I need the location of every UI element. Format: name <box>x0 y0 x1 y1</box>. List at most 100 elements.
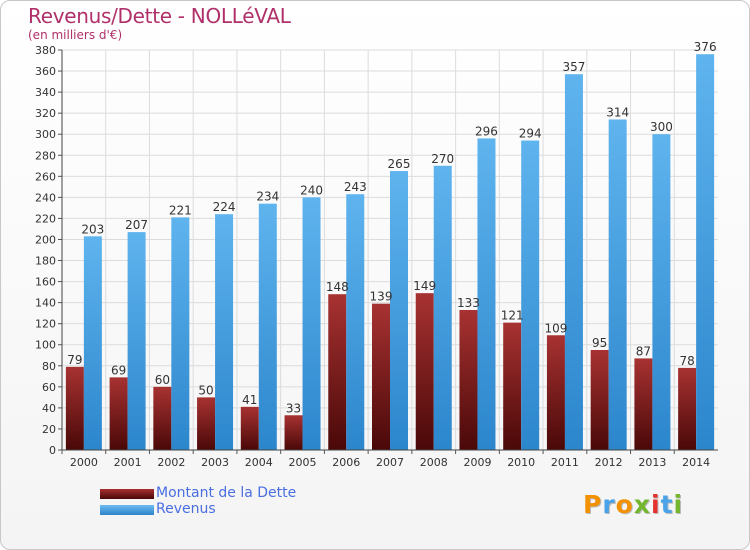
y-tick-label: 100 <box>35 339 56 352</box>
bar-revenue-2003 <box>215 214 234 450</box>
bar-revenue-2009 <box>477 138 496 450</box>
y-tick-label: 0 <box>49 444 56 457</box>
data-label-revenue: 224 <box>213 200 236 214</box>
x-tick-label: 2001 <box>114 456 142 469</box>
y-tick-label: 240 <box>35 191 56 204</box>
x-axis: 2000 2001 2002 2003 2004 2005 2006 2007 2008 2009… <box>61 449 718 469</box>
bar-debt-2001 <box>109 377 128 450</box>
bar-debt-2004 <box>240 406 259 450</box>
y-tick-label: 140 <box>35 297 56 310</box>
data-label-debt: 79 <box>67 353 82 367</box>
y-tick-label: 340 <box>35 86 56 99</box>
bar-debt-2007 <box>372 303 390 450</box>
logo-letter: i <box>673 490 684 519</box>
data-label-revenue: 243 <box>344 180 367 194</box>
logo-letter: i <box>651 490 661 519</box>
data-label-debt: 60 <box>155 373 170 387</box>
data-label-debt: 50 <box>198 383 213 397</box>
data-label-revenue: 294 <box>519 127 542 141</box>
bar-debt-2006 <box>328 294 347 450</box>
data-label-revenue: 265 <box>388 157 411 171</box>
x-tick-label: 2002 <box>157 456 185 469</box>
x-tick-label: 2009 <box>463 456 491 469</box>
y-tick-label: 380 <box>35 44 56 57</box>
x-tick-label: 2003 <box>201 456 229 469</box>
bar-series <box>65 54 715 451</box>
y-tick-label: 120 <box>35 318 56 331</box>
legend-label-revenue: Revenus <box>156 501 216 517</box>
bar-debt-2010 <box>503 322 522 450</box>
y-tick-label: 200 <box>35 233 56 246</box>
data-label-debt: 33 <box>286 401 301 415</box>
data-label-debt: 87 <box>636 344 651 358</box>
data-label-debt: 121 <box>501 309 524 323</box>
y-tick-label: 160 <box>35 276 56 289</box>
bar-debt-2011 <box>546 335 565 450</box>
bar-revenue-2011 <box>564 74 583 451</box>
y-tick-label: 180 <box>35 255 56 268</box>
data-label-debt: 133 <box>457 296 480 310</box>
x-tick-label: 2013 <box>638 456 666 469</box>
bar-debt-2008 <box>415 293 434 450</box>
data-label-revenue: 240 <box>300 183 323 197</box>
x-tick-label: 2014 <box>682 456 710 469</box>
bar-debt-2009 <box>459 310 478 450</box>
x-tick-label: 2005 <box>289 456 317 469</box>
bar-debt-2000 <box>65 366 84 450</box>
data-labels: 79 203 69 207 60 221 50 224 41 234 33 240 148 243 139 2… <box>67 40 716 415</box>
bar-revenue-2005 <box>302 197 321 450</box>
chart-title: Revenus/Dette - NOLLéVAL <box>28 4 291 28</box>
data-label-debt: 78 <box>679 354 694 368</box>
data-label-debt: 95 <box>592 336 607 350</box>
y-axis: 0 20 40 60 80 100 120 140 160 180 200 220 240 260 280 3… <box>35 44 63 457</box>
y-tick-label: 40 <box>42 402 56 415</box>
data-label-revenue: 357 <box>562 60 585 74</box>
y-tick-label: 220 <box>35 212 56 225</box>
bar-debt-2002 <box>153 386 172 450</box>
logo-letter: o <box>615 490 634 519</box>
bar-debt-2014 <box>678 367 697 450</box>
data-label-revenue: 270 <box>431 152 454 166</box>
y-tick-label: 260 <box>35 170 56 183</box>
logo-letter: x <box>633 490 651 519</box>
y-tick-label: 60 <box>42 381 56 394</box>
bar-debt-2003 <box>197 397 216 450</box>
x-tick-label: 2000 <box>70 456 98 469</box>
logo-letter: r <box>602 490 616 519</box>
y-tick-label: 360 <box>35 65 56 78</box>
bar-revenue-2002 <box>171 217 190 450</box>
bar-debt-2012 <box>590 350 609 450</box>
x-tick-label: 2012 <box>595 456 623 469</box>
y-tick-label: 320 <box>35 107 56 120</box>
bar-debt-2013 <box>634 358 653 450</box>
y-tick-label: 20 <box>42 423 56 436</box>
data-label-debt: 148 <box>326 280 349 294</box>
bar-revenue-2007 <box>390 171 408 451</box>
logo-letter: P <box>583 490 603 519</box>
bar-revenue-2013 <box>652 134 671 451</box>
data-label-revenue: 221 <box>169 203 192 217</box>
bar-revenue-2006 <box>346 194 365 450</box>
bar-revenue-2012 <box>608 119 627 450</box>
data-label-debt: 69 <box>111 363 126 377</box>
bar-revenue-2004 <box>258 203 277 450</box>
data-label-revenue: 376 <box>694 40 717 54</box>
y-tick-label: 80 <box>42 360 56 373</box>
data-label-debt: 139 <box>370 290 393 304</box>
data-label-debt: 149 <box>413 279 436 293</box>
bar-revenue-2001 <box>127 232 146 450</box>
data-label-revenue: 300 <box>650 120 673 134</box>
data-label-revenue: 314 <box>606 105 629 119</box>
data-label-revenue: 203 <box>81 222 104 236</box>
chart-subtitle: (en milliers d'€) <box>28 28 123 42</box>
data-label-debt: 41 <box>242 393 257 407</box>
y-tick-label: 300 <box>35 128 56 141</box>
legend-swatch-revenue <box>100 505 154 515</box>
data-label-revenue: 296 <box>475 124 498 138</box>
bar-revenue-2008 <box>433 165 452 450</box>
x-tick-label: 2008 <box>420 456 448 469</box>
x-tick-label: 2004 <box>245 456 273 469</box>
bar-revenue-2000 <box>83 236 102 450</box>
data-label-revenue: 234 <box>256 190 279 204</box>
